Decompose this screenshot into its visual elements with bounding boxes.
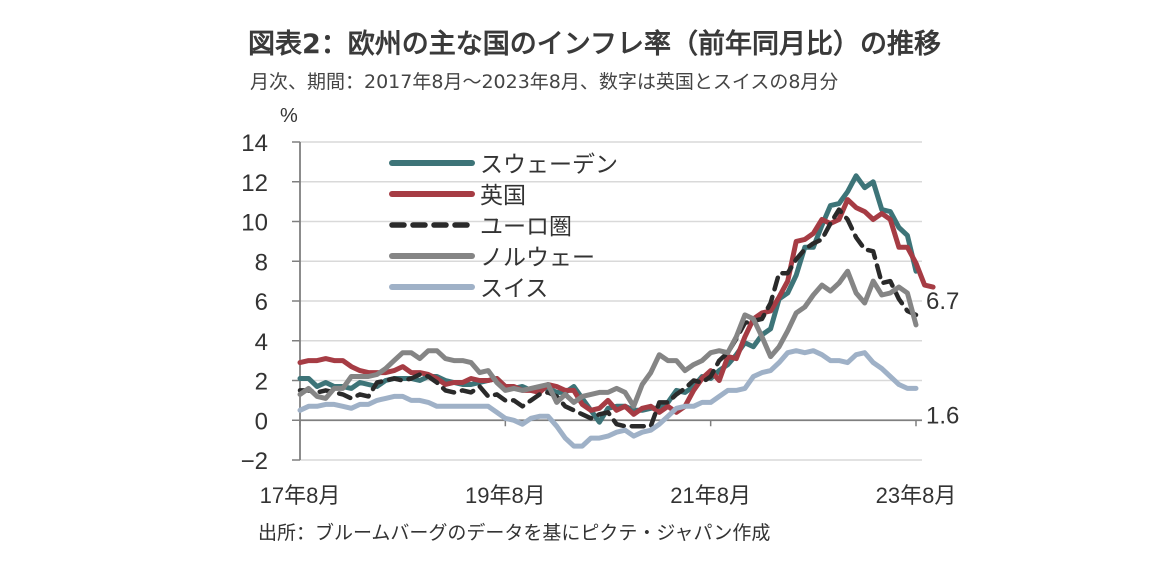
chart-title: 図表2：欧州の主な国のインフレ率（前年同月比）の推移 [248,29,941,60]
source-note: 出所：ブルームバーグのデータを基にピクテ・ジャパン作成 [258,522,771,544]
legend-label: スイス [480,275,548,301]
y-tick-label: 14 [241,130,268,157]
annotations: 6.7 1.6 [926,288,959,429]
series-line-スイス [297,348,919,449]
legend-label: スウェーデン [480,151,618,177]
y-tick-label: 0 [255,408,268,435]
data-label: 6.7 [926,288,959,315]
chart-subtitle: 月次、期間：2017年8月～2023年8月、数字は英国とスイスの8月分 [250,71,839,93]
y-tick-label: 8 [255,249,268,276]
y-tick-label: −2 [241,448,268,475]
x-tick-label: 19年8月 [465,483,546,508]
series-line-スウェーデン [297,173,919,425]
legend-label: ユーロ圏 [480,213,572,239]
axes [292,141,922,461]
y-axis-unit: % [280,105,298,127]
y-tick-label: 2 [255,369,268,396]
x-tick-label: 23年8月 [876,483,957,508]
y-tick-label: 6 [255,289,268,316]
legend-label: ノルウェー [480,244,595,270]
data-label: 1.6 [926,402,959,429]
legend-label: 英国 [480,182,526,208]
series-line-英国 [297,197,936,417]
y-tick-label: 4 [255,329,268,356]
y-tick-label: 12 [241,170,268,197]
tick-labels: 14 12 10 8 6 4 2 0 −2% 17年8月 19年8月 21年8月 23年8月 [241,105,957,508]
gridlines [300,141,922,461]
series-line-ユーロ圏 [297,207,919,429]
series-lines [297,173,936,449]
x-tick-label: 21年8月 [670,483,751,508]
y-tick-label: 10 [241,210,268,237]
x-tick-label: 17年8月 [260,483,341,508]
series-line-ノルウェー [297,268,919,409]
